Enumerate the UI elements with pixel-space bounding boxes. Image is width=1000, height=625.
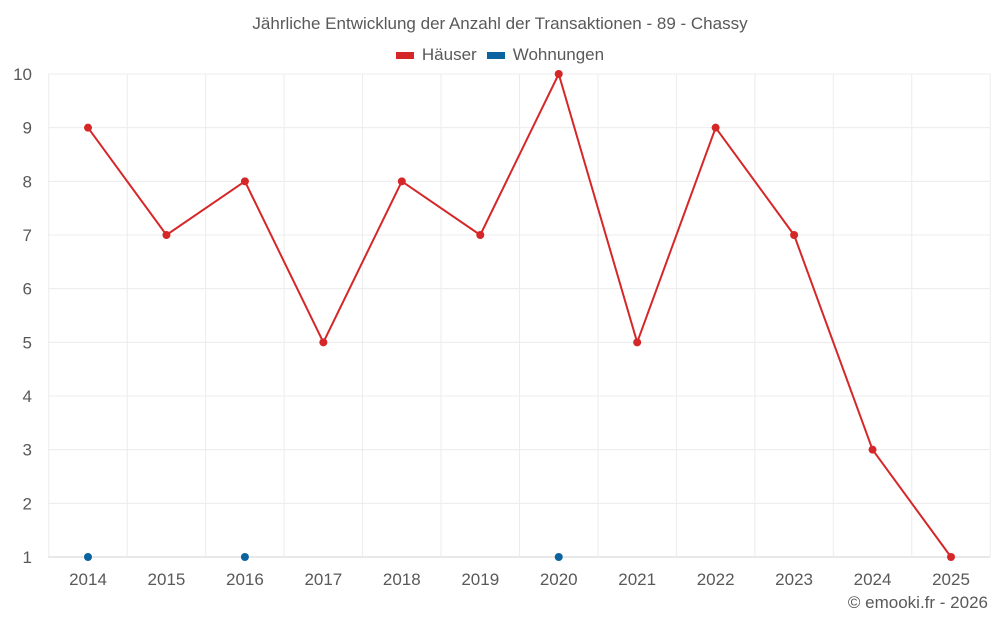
data-point[interactable] xyxy=(790,231,799,239)
data-point[interactable] xyxy=(240,177,249,186)
x-tick-label: 2020 xyxy=(540,570,578,589)
y-tick-label: 8 xyxy=(23,172,32,191)
x-tick-label: 2025 xyxy=(932,570,970,589)
x-tick-label: 2019 xyxy=(461,570,499,589)
data-point[interactable] xyxy=(947,553,955,561)
data-point[interactable] xyxy=(633,338,642,347)
y-tick-label: 9 xyxy=(23,119,32,138)
data-point[interactable] xyxy=(554,70,563,78)
chart-title: Jährliche Entwicklung der Anzahl der Tra… xyxy=(252,14,748,33)
y-tick-label: 6 xyxy=(23,280,32,299)
x-tick-label: 2017 xyxy=(304,570,342,589)
legend-swatch-wohnungen xyxy=(486,51,505,59)
legend-label-wohnungen: Wohnungen xyxy=(512,45,605,64)
legend-swatch-haeuser xyxy=(395,51,414,59)
data-point[interactable] xyxy=(84,553,92,561)
data-point[interactable] xyxy=(162,231,171,239)
grid xyxy=(48,73,991,558)
data-point[interactable] xyxy=(240,553,249,561)
x-tick-label: 2022 xyxy=(697,570,735,589)
data-point[interactable] xyxy=(319,338,328,347)
data-point[interactable] xyxy=(554,553,563,561)
data-point[interactable] xyxy=(711,123,720,132)
y-tick-label: 4 xyxy=(23,387,32,406)
x-tick-label: 2015 xyxy=(148,570,186,589)
x-tick-label: 2016 xyxy=(226,570,264,589)
series-haeuser xyxy=(84,70,955,561)
x-tick-label: 2018 xyxy=(383,570,421,589)
x-tick-label: 2021 xyxy=(618,570,656,589)
copyright-credit: © emooki.fr - 2026 xyxy=(847,593,988,612)
legend-item-wohnungen[interactable]: Wohnungen xyxy=(486,45,605,65)
y-tick-label: 3 xyxy=(23,441,32,460)
legend: Häuser Wohnungen xyxy=(0,45,1000,65)
y-tick-label: 2 xyxy=(23,494,32,513)
x-tick-label: 2014 xyxy=(69,570,107,589)
y-tick-label: 1 xyxy=(23,548,32,567)
data-point[interactable] xyxy=(868,445,877,454)
y-tick-label: 7 xyxy=(23,226,32,245)
y-tick-label: 5 xyxy=(23,333,32,352)
data-point[interactable] xyxy=(84,123,92,132)
data-point[interactable] xyxy=(397,177,406,186)
y-tick-label: 10 xyxy=(13,65,32,84)
x-tick-label: 2023 xyxy=(775,570,813,589)
x-tick-label: 2024 xyxy=(854,570,892,589)
legend-item-haeuser[interactable]: Häuser xyxy=(395,45,477,65)
legend-label-haeuser: Häuser xyxy=(421,45,477,64)
series-wohnungen xyxy=(84,553,563,561)
data-point[interactable] xyxy=(476,231,485,239)
